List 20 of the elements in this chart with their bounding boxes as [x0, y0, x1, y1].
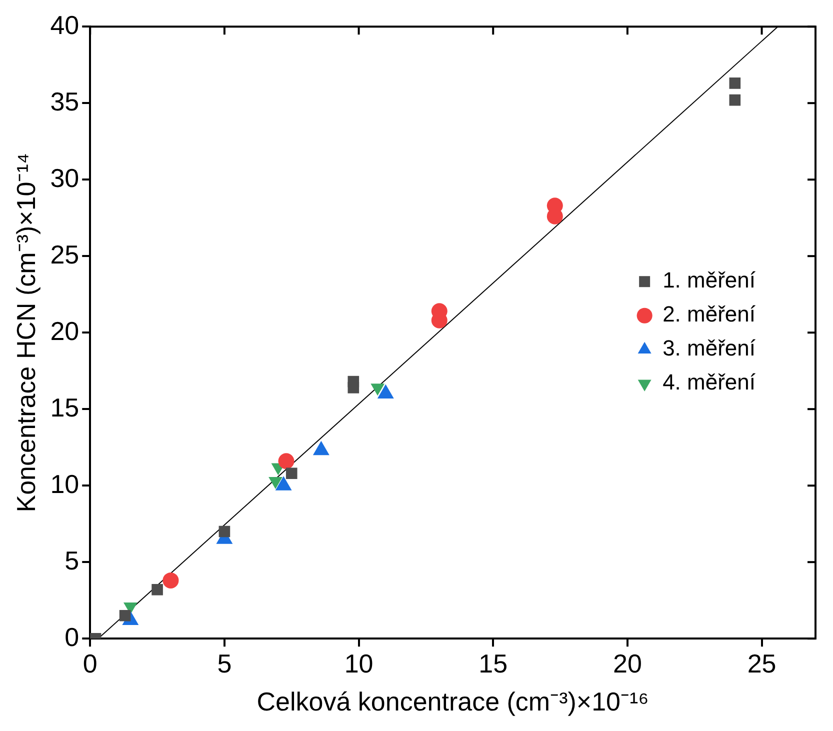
x-axis-title: Celková koncentrace (cm⁻³)×10⁻¹⁶ — [256, 686, 649, 717]
legend-label: 4. měření — [662, 370, 756, 395]
y-tick-label: 15 — [50, 392, 80, 422]
y-tick-label: 25 — [50, 239, 80, 270]
y-tick-label: 20 — [50, 316, 80, 346]
y-tick-label: 40 — [50, 10, 80, 40]
legend-label: 3. měření — [662, 336, 756, 361]
y-tick-label: 0 — [64, 622, 80, 652]
x-tick-label: 15 — [478, 648, 508, 678]
x-tick-label: 10 — [344, 648, 374, 678]
y-tick-label: 10 — [50, 468, 80, 499]
legend-label: 1. měření — [662, 268, 756, 293]
x-tick-label: 20 — [612, 648, 642, 678]
y-axis-title: Koncentrace HCN (cm⁻³)×10⁻¹⁴ — [10, 152, 41, 512]
y-tick-label: 35 — [50, 86, 80, 116]
y-tick-label: 5 — [64, 545, 80, 576]
y-tick-label: 30 — [50, 162, 80, 193]
legend-label: 2. měření — [662, 302, 756, 327]
x-tick-label: 25 — [747, 648, 776, 678]
x-tick-label: 5 — [217, 648, 232, 678]
